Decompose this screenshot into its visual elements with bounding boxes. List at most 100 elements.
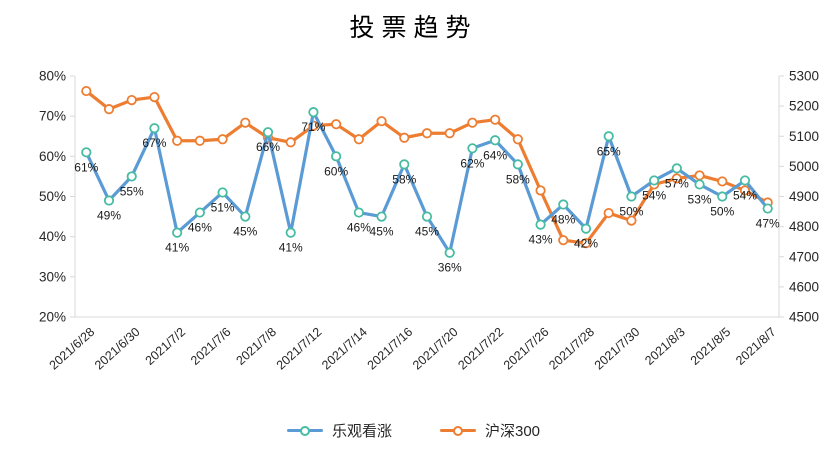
data-point-marker-csi300[interactable] [81,85,92,97]
data-point-marker-bullish[interactable] [558,199,569,210]
data-point-label: 65% [597,144,621,158]
data-point-label: 53% [688,192,712,206]
right-axis-tick-label: 4600 [789,279,819,294]
data-point-label: 36% [438,261,462,275]
right-axis-tick-label: 5100 [789,129,819,144]
data-point-marker-csi300[interactable] [194,135,205,146]
data-point-marker-bullish[interactable] [603,131,614,142]
right-axis-tick-label: 5000 [789,159,819,174]
data-point-marker-csi300[interactable] [558,235,569,246]
data-point-marker-csi300[interactable] [717,176,728,187]
legend-label-csi300: 沪深300 [484,423,541,440]
data-point-label: 62% [460,156,484,170]
data-point-marker-bullish[interactable] [353,207,364,218]
data-point-label: 51% [211,200,235,214]
data-point-marker-csi300[interactable] [149,91,160,103]
x-axis-tick-label: 2021/7/22 [455,325,506,373]
data-point-label: 64% [483,148,507,162]
data-point-marker-bullish[interactable] [103,195,115,206]
data-point-label: 61% [74,160,98,174]
data-point-label: 54% [733,188,757,202]
data-point-marker-csi300[interactable] [671,173,682,184]
x-axis-tick-label: 2021/7/30 [592,325,643,373]
data-point-marker-bullish[interactable] [172,227,183,238]
x-axis-tick-label: 2021/6/30 [92,325,143,373]
data-point-label: 66% [256,140,280,154]
data-point-marker-csi300[interactable] [603,207,614,219]
left-axis-tick-label: 80% [39,69,66,84]
data-point-marker-bullish[interactable] [467,143,478,154]
legend-label-bullish: 乐观看涨 [331,423,392,440]
data-point-marker-csi300[interactable] [376,116,387,127]
left-axis-tick-label: 30% [39,269,66,284]
data-point-marker-csi300[interactable] [535,185,546,196]
data-point-marker-bullish[interactable] [671,163,682,174]
data-point-marker-csi300[interactable] [103,104,115,115]
data-point-marker-csi300[interactable] [240,117,251,128]
data-point-marker-bullish[interactable] [285,227,296,238]
data-point-marker-bullish[interactable] [308,107,319,118]
data-point-marker-bullish[interactable] [81,147,92,158]
data-point-marker-csi300[interactable] [580,238,592,249]
legend-item-bullish[interactable]: 乐观看涨 [286,420,392,441]
data-point-marker-bullish[interactable] [126,171,137,182]
data-point-marker-csi300[interactable] [126,95,137,106]
data-point-marker-csi300[interactable] [353,134,364,145]
data-point-marker-csi300[interactable] [739,185,751,196]
data-point-marker-bullish[interactable] [512,159,523,170]
left-axis-tick-label: 40% [39,229,66,244]
x-axis-tick-label: 2021/7/16 [365,325,416,373]
legend-item-csi300[interactable]: 沪深300 [439,420,541,441]
data-point-marker-bullish[interactable] [217,187,228,198]
data-point-marker-csi300[interactable] [399,132,410,143]
data-point-marker-bullish[interactable] [376,211,387,222]
data-point-marker-bullish[interactable] [331,151,342,162]
left-axis-tick-label: 60% [39,149,66,164]
data-point-marker-bullish[interactable] [444,247,455,258]
right-axis-tick-label: 4900 [789,189,819,204]
right-axis-tick-label: 4800 [789,219,819,234]
x-axis-tick-label: 2021/7/20 [410,325,461,373]
data-point-marker-bullish[interactable] [399,159,410,170]
data-point-marker-csi300[interactable] [285,137,296,148]
left-axis-tick-label: 70% [39,109,66,124]
data-point-label: 46% [347,221,371,235]
data-point-marker-csi300[interactable] [444,128,455,139]
data-point-label: 60% [324,164,348,178]
data-point-marker-bullish[interactable] [194,207,205,218]
data-point-label: 47% [756,217,780,231]
data-point-marker-bullish[interactable] [580,223,592,234]
data-point-marker-csi300[interactable] [490,114,501,125]
data-point-marker-bullish[interactable] [739,175,751,186]
data-point-label: 42% [574,237,598,251]
data-point-marker-csi300[interactable] [512,134,523,145]
data-point-marker-bullish[interactable] [649,175,660,186]
x-axis-tick-label: 2021/7/12 [274,325,325,373]
data-point-marker-csi300[interactable] [217,134,228,145]
data-point-marker-csi300[interactable] [421,128,433,139]
data-point-marker-bullish[interactable] [626,191,637,202]
data-point-label: 41% [165,241,189,255]
left-axis-tick-label: 50% [39,189,66,204]
data-point-marker-bullish[interactable] [240,211,251,222]
data-point-marker-bullish[interactable] [421,211,433,222]
right-axis-tick-label: 5300 [789,69,819,84]
x-axis-tick-label: 2021/7/28 [546,325,597,373]
data-point-label: 43% [529,233,553,247]
left-axis-tick-label: 20% [39,310,66,325]
data-point-marker-bullish[interactable] [762,203,773,214]
data-point-marker-csi300[interactable] [172,135,183,146]
right-axis-tick-label: 5200 [789,99,819,114]
data-point-marker-bullish[interactable] [717,191,728,202]
data-point-marker-bullish[interactable] [490,135,501,146]
data-point-marker-bullish[interactable] [535,219,546,230]
data-point-marker-csi300[interactable] [467,117,478,128]
x-axis-tick-label: 2021/7/8 [233,325,279,368]
right-axis-tick-label: 4700 [789,249,819,264]
data-point-marker-bullish[interactable] [149,123,160,134]
data-point-marker-csi300[interactable] [694,170,705,181]
data-point-marker-csi300[interactable] [331,119,342,130]
data-point-marker-csi300[interactable] [626,215,637,226]
data-point-marker-bullish[interactable] [262,127,274,138]
data-point-marker-bullish[interactable] [694,179,705,190]
